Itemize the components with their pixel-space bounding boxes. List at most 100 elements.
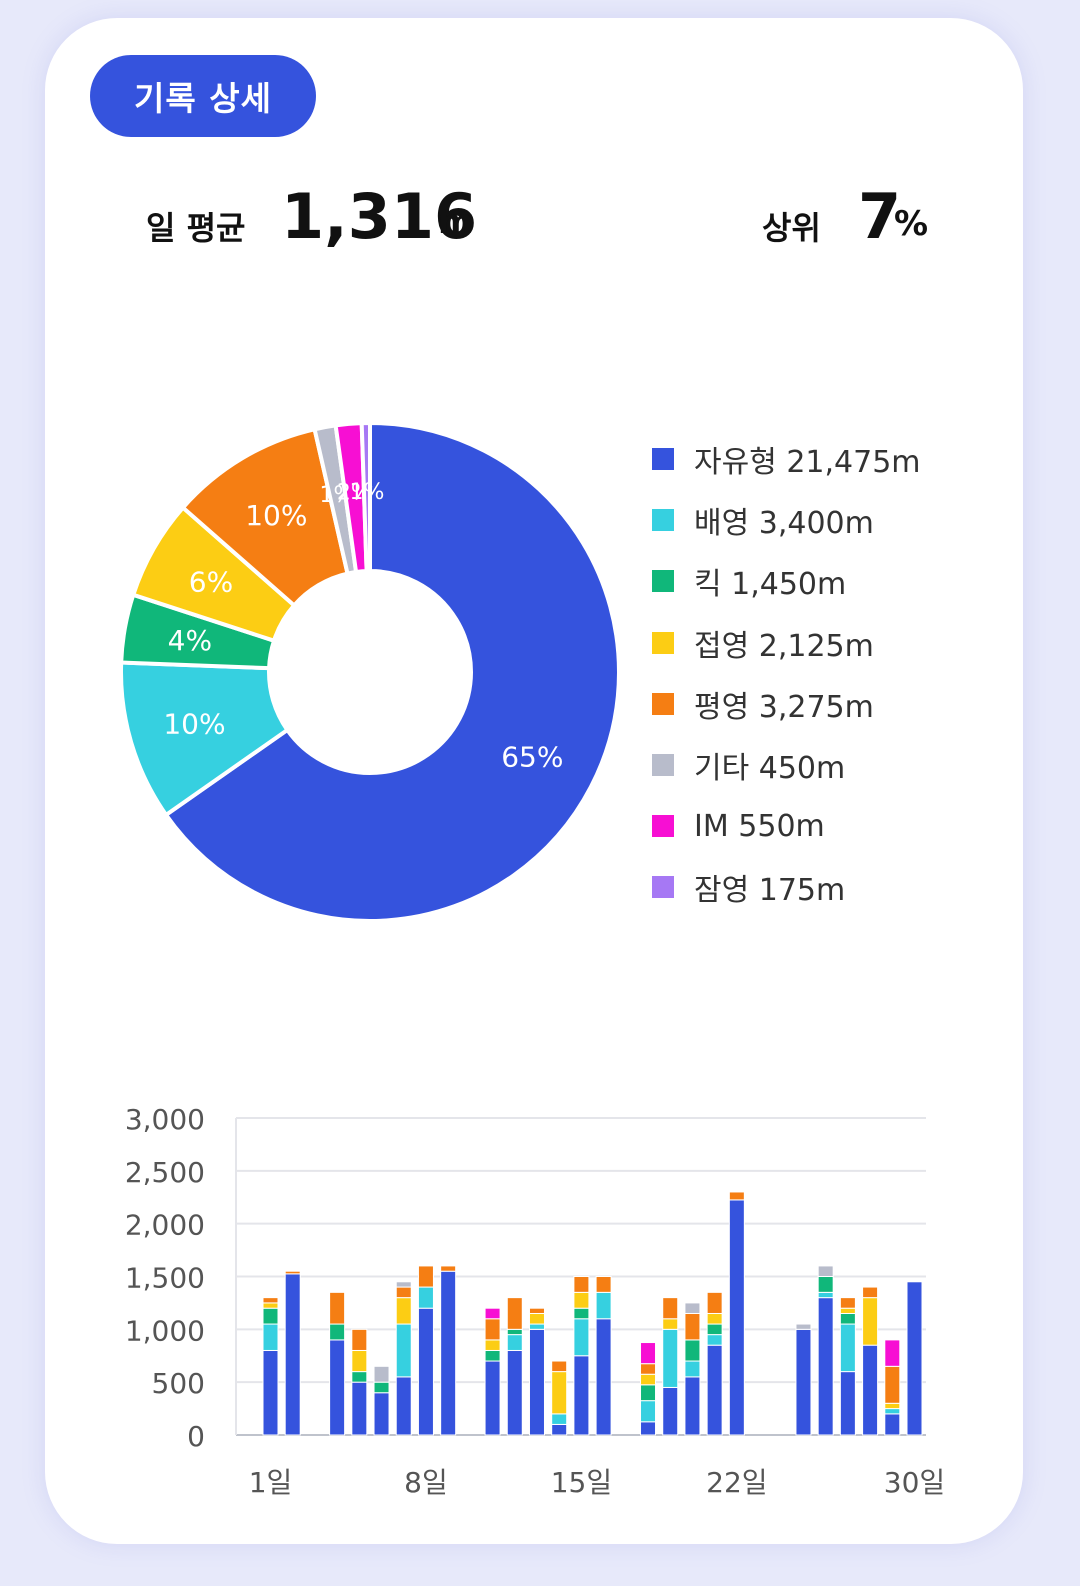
bar-segment-day6-s3 <box>373 1381 390 1394</box>
bar-segment-day7-s6 <box>395 1281 412 1288</box>
y-tick-label: 2,500 <box>125 1156 205 1189</box>
legend-swatch <box>652 570 674 593</box>
daily-average-unit: m <box>438 202 474 242</box>
bar-segment-day9-s5 <box>440 1265 457 1272</box>
bar-segment-day5-s4 <box>351 1349 368 1373</box>
bar-segment-day15-s5 <box>573 1276 590 1293</box>
bar-segment-day11-s7 <box>484 1307 501 1320</box>
daily-average-value: 1,316 <box>281 180 478 253</box>
bar-segment-day11-s4 <box>484 1339 501 1351</box>
bar-segment-day29-s5 <box>884 1365 901 1404</box>
legend-item-6[interactable]: 기타 450m <box>652 743 845 787</box>
bar-segment-day26-s1 <box>817 1297 834 1436</box>
bar-segment-day4-s3 <box>329 1323 346 1341</box>
bar-segment-day27-s1 <box>839 1371 856 1436</box>
bar-segment-day16-s1 <box>595 1318 612 1436</box>
legend-label: 잠영 175m <box>694 873 846 909</box>
bar-segment-day28-s5 <box>862 1286 879 1299</box>
bar-segment-day30-s1 <box>906 1281 923 1436</box>
bar-segment-day27-s3 <box>839 1312 856 1325</box>
donut-slice-1 <box>163 420 621 923</box>
legend-item-3[interactable]: 킥 1,450m <box>652 559 846 603</box>
bar-segment-day25-s1 <box>795 1328 812 1436</box>
bar-segment-day5-s5 <box>351 1328 368 1351</box>
legend-swatch <box>652 876 674 899</box>
bar-segment-day20-s5 <box>684 1312 701 1341</box>
bar-segment-day15-s2 <box>573 1318 590 1357</box>
legend-item-7[interactable]: IM 550m <box>652 804 825 848</box>
donut-label-8: 1% <box>349 480 384 505</box>
legend-label: IM 550m <box>694 808 825 844</box>
legend-item-4[interactable]: 접영 2,125m <box>652 621 874 665</box>
x-tick-label: 15일 <box>551 1466 612 1499</box>
y-tick-label: 500 <box>152 1367 205 1400</box>
bar-segment-day13-s1 <box>528 1328 545 1436</box>
bar-segment-day14-s5 <box>551 1360 568 1373</box>
donut-label-2: 10% <box>163 708 225 741</box>
bar-segment-day1-s3 <box>262 1307 279 1325</box>
bar-segment-day1-s5 <box>262 1297 279 1304</box>
bar-segment-day7-s4 <box>395 1297 412 1325</box>
bar-segment-day26-s2 <box>817 1291 834 1299</box>
bar-segment-day16-s2 <box>595 1291 612 1320</box>
bar-segment-day29-s1 <box>884 1413 901 1436</box>
legend-item-2[interactable]: 배영 3,400m <box>652 498 874 542</box>
legend-label: 평영 3,275m <box>694 689 874 725</box>
bar-segment-day12-s3 <box>506 1328 523 1336</box>
bar-segment-day8-s1 <box>417 1307 434 1436</box>
bar-segment-day8-s5 <box>417 1265 434 1288</box>
bar-segment-day1-s4 <box>262 1302 279 1309</box>
bar-segment-day28-s1 <box>862 1344 879 1436</box>
bar-segment-day19-s5 <box>662 1297 679 1320</box>
y-tick-label: 1,500 <box>125 1262 205 1295</box>
y-tick-label: 3,000 <box>125 1103 205 1136</box>
legend-label: 킥 1,450m <box>694 567 847 603</box>
bar-segment-day8-s2 <box>417 1286 434 1309</box>
bar-segment-day22-s1 <box>728 1199 745 1436</box>
legend-item-1[interactable]: 자유형 21,475m <box>652 437 921 481</box>
bar-segment-day18-s5 <box>640 1363 657 1375</box>
bar-segment-day11-s5 <box>484 1318 501 1341</box>
legend-swatch <box>652 509 674 532</box>
bar-segment-day14-s4 <box>551 1371 568 1415</box>
bar-segment-day19-s1 <box>662 1386 679 1436</box>
bar-segment-day27-s5 <box>839 1297 856 1309</box>
rank-unit: % <box>894 204 929 244</box>
bar-segment-day13-s4 <box>528 1312 545 1325</box>
bar-segment-day26-s6 <box>817 1265 834 1278</box>
legend-swatch <box>652 692 674 715</box>
bar-segment-day13-s5 <box>528 1307 545 1314</box>
bar-segment-day29-s4 <box>884 1402 901 1410</box>
bar-segment-day20-s6 <box>684 1302 701 1314</box>
bar-segment-day18-s4 <box>640 1373 657 1386</box>
bar-segment-day19-s4 <box>662 1318 679 1330</box>
bar-segment-day18-s1 <box>640 1421 657 1436</box>
bar-segment-day2-s1 <box>284 1273 301 1436</box>
bar-segment-day11-s3 <box>484 1349 501 1362</box>
x-tick-label: 1일 <box>249 1466 293 1499</box>
bar-segment-day14-s1 <box>551 1423 568 1436</box>
donut-slice-2 <box>119 660 291 818</box>
legend-label: 자유형 21,475m <box>694 445 921 480</box>
bar-segment-day28-s4 <box>862 1297 879 1346</box>
x-tick-label: 22일 <box>706 1466 767 1499</box>
bar-segment-day21-s5 <box>706 1291 723 1314</box>
record-detail-tab[interactable]: 기록 상세 <box>90 55 316 137</box>
donut-label-5: 10% <box>245 499 307 532</box>
rank-label: 상위 <box>762 209 821 247</box>
bar-segment-day12-s5 <box>506 1297 523 1330</box>
bar-segment-day2-s5 <box>284 1270 301 1275</box>
bar-segment-day20-s1 <box>684 1376 701 1436</box>
legend-item-5[interactable]: 평영 3,275m <box>652 682 874 726</box>
donut-label-1: 65% <box>501 740 563 773</box>
bar-segment-day14-s2 <box>551 1413 568 1425</box>
bar-segment-day19-s2 <box>662 1328 679 1388</box>
legend-item-8[interactable]: 잠영 175m <box>652 865 845 909</box>
bar-segment-day7-s5 <box>395 1286 412 1299</box>
bar-segment-day1-s2 <box>262 1323 279 1351</box>
bar-segment-day20-s3 <box>684 1339 701 1362</box>
bar-segment-day21-s2 <box>706 1334 723 1346</box>
bar-segment-day7-s1 <box>395 1376 412 1436</box>
bar-segment-day15-s3 <box>573 1307 590 1320</box>
